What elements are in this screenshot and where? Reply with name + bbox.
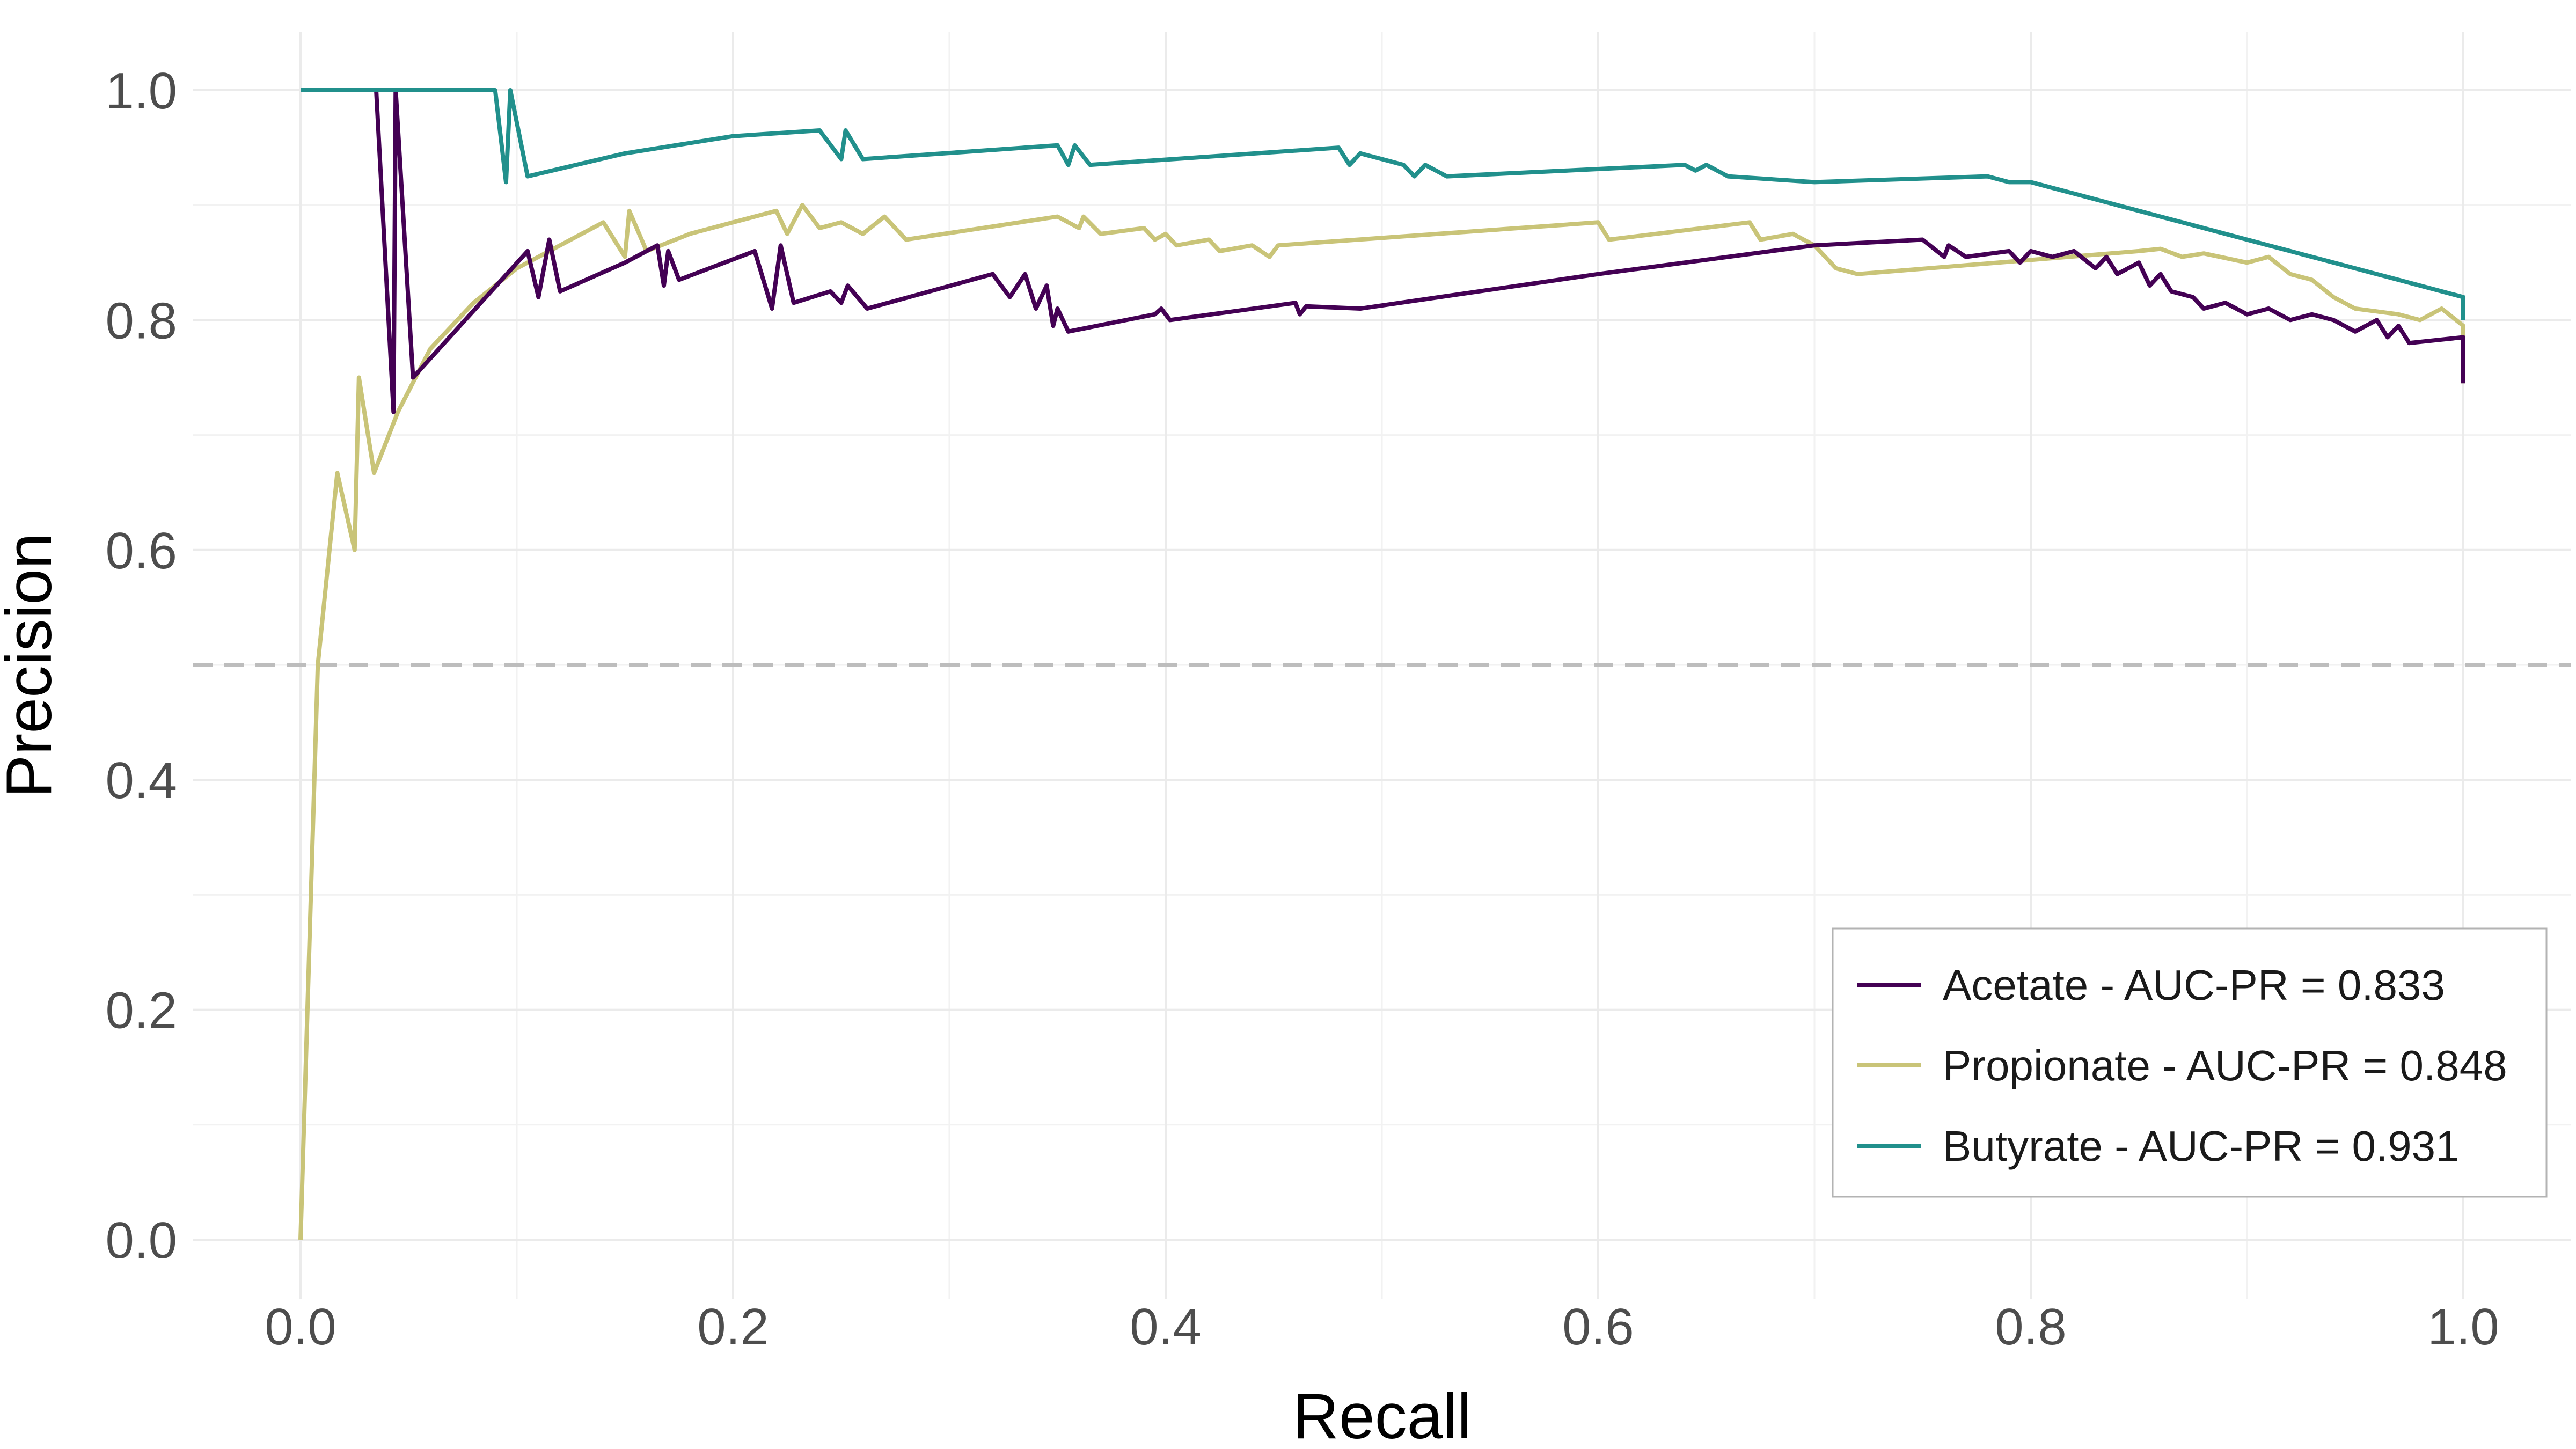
x-tick-label: 1.0 bbox=[2427, 1298, 2499, 1356]
series-line-acetate bbox=[374, 88, 2465, 414]
legend-label-propionate: Propionate - AUC-PR = 0.848 bbox=[1943, 1042, 2507, 1089]
x-tick-label: 0.6 bbox=[1562, 1298, 1634, 1356]
y-tick-label: 0.4 bbox=[106, 752, 177, 809]
x-axis-title: Recall bbox=[1292, 1380, 1471, 1449]
series-layer bbox=[298, 88, 2465, 1240]
y-tick-label: 1.0 bbox=[106, 62, 177, 120]
y-tick-label: 0.2 bbox=[106, 982, 177, 1040]
x-tick-label: 0.0 bbox=[265, 1298, 336, 1356]
legend: Acetate - AUC-PR = 0.833 Propionate - AUC… bbox=[1832, 927, 2548, 1198]
y-tick-label: 0.6 bbox=[106, 522, 177, 580]
legend-label-butyrate: Butyrate - AUC-PR = 0.931 bbox=[1943, 1122, 2460, 1170]
x-tick-label: 0.4 bbox=[1130, 1298, 1201, 1356]
x-tick-label: 0.8 bbox=[1995, 1298, 2066, 1356]
legend-box bbox=[1832, 927, 2548, 1198]
legend-label-acetate: Acetate - AUC-PR = 0.833 bbox=[1943, 961, 2445, 1009]
series-line-propionate bbox=[298, 203, 2465, 1240]
series-line-butyrate bbox=[301, 88, 2465, 320]
y-tick-labels: 0.0 0.2 0.4 0.6 0.8 1.0 bbox=[106, 62, 177, 1269]
y-tick-label: 0.0 bbox=[106, 1212, 177, 1269]
x-tick-label: 0.2 bbox=[697, 1298, 769, 1356]
legend-items: Acetate - AUC-PR = 0.833 Propionate - AUC… bbox=[1857, 961, 2507, 1170]
y-tick-label: 0.8 bbox=[106, 292, 177, 349]
x-tick-labels: 0.0 0.2 0.4 0.6 0.8 1.0 bbox=[265, 1298, 2499, 1356]
y-axis-title: Precision bbox=[0, 533, 65, 798]
